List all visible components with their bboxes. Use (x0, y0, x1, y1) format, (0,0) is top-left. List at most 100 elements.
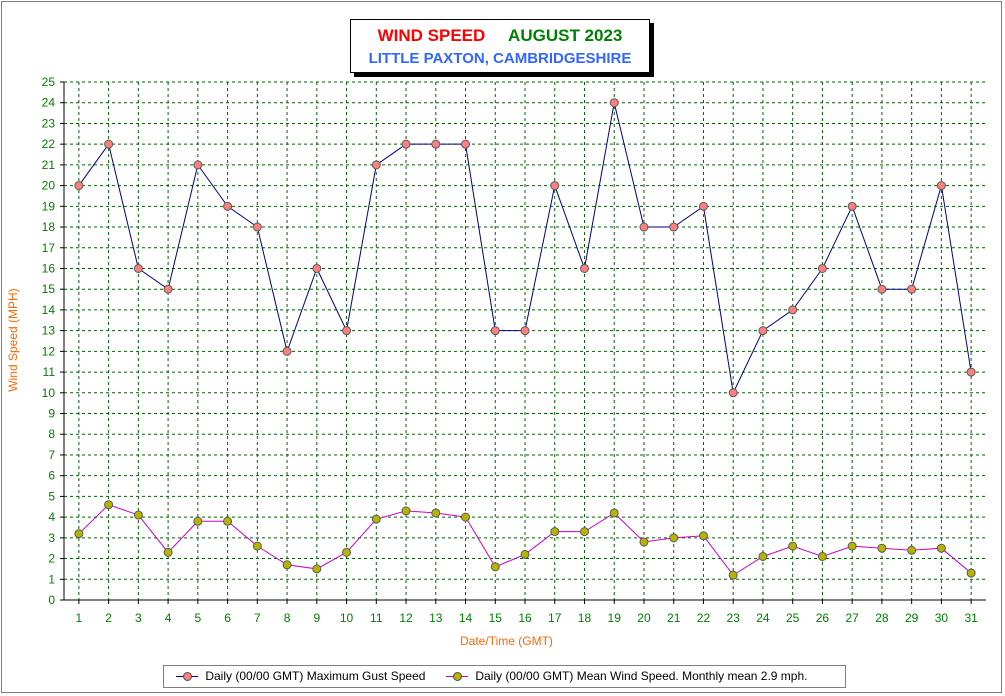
data-point-0 (728, 388, 738, 398)
data-point-0 (371, 160, 381, 170)
y-tick-label: 14 (42, 303, 56, 317)
x-tick-label: 31 (964, 611, 978, 625)
data-point-0 (520, 326, 530, 336)
x-tick-label: 24 (756, 611, 770, 625)
data-point-1 (282, 560, 292, 570)
data-point-1 (966, 568, 976, 578)
data-point-1 (133, 510, 143, 520)
data-point-1 (907, 545, 917, 555)
y-tick-label: 10 (42, 386, 56, 400)
x-axis-title: Date/Time (GMT) (460, 634, 553, 648)
y-tick-label: 24 (42, 96, 56, 110)
y-tick-label: 12 (42, 344, 56, 358)
legend-line-gust-icon (176, 672, 198, 682)
data-point-0 (163, 284, 173, 294)
data-point-1 (252, 541, 262, 551)
data-point-0 (966, 367, 976, 377)
x-tick-label: 2 (105, 611, 112, 625)
x-tick-label: 18 (578, 611, 592, 625)
data-point-0 (817, 263, 827, 273)
legend-item-gust: Daily (00/00 GMT) Maximum Gust Speed (176, 669, 425, 683)
x-tick-label: 11 (370, 611, 383, 625)
data-point-1 (817, 551, 827, 561)
data-point-1 (223, 516, 233, 526)
data-point-0 (669, 222, 679, 232)
data-point-0 (579, 263, 589, 273)
x-tick-label: 21 (667, 611, 681, 625)
y-tick-label: 16 (42, 261, 56, 275)
y-tick-label: 6 (48, 469, 55, 483)
data-point-0 (133, 263, 143, 273)
data-point-1 (461, 512, 471, 522)
data-point-0 (252, 222, 262, 232)
data-point-0 (223, 201, 233, 211)
data-point-1 (728, 570, 738, 580)
data-point-1 (609, 508, 619, 518)
data-point-1 (758, 551, 768, 561)
x-tick-label: 27 (845, 611, 859, 625)
y-tick-label: 5 (48, 489, 55, 503)
chart-subtitle: LITTLE PAXTON, CAMBRIDGESHIRE (368, 50, 632, 67)
y-tick-label: 11 (43, 365, 56, 379)
data-point-0 (758, 326, 768, 336)
x-tick-label: 25 (786, 611, 800, 625)
x-tick-label: 17 (548, 611, 562, 625)
legend-label-mean: Daily (00/00 GMT) Mean Wind Speed. Month… (475, 669, 808, 683)
data-point-1 (847, 541, 857, 551)
x-tick-label: 12 (399, 611, 413, 625)
y-tick-label: 20 (42, 179, 56, 193)
x-tick-label: 29 (905, 611, 919, 625)
x-tick-label: 16 (518, 611, 532, 625)
data-point-1 (639, 537, 649, 547)
title-box: WIND SPEED AUGUST 2023 LITTLE PAXTON, CA… (350, 19, 650, 73)
data-point-0 (936, 181, 946, 191)
data-point-1 (371, 514, 381, 524)
data-point-0 (609, 98, 619, 108)
data-point-0 (877, 284, 887, 294)
data-point-1 (936, 543, 946, 553)
y-tick-label: 21 (42, 158, 56, 172)
y-tick-label: 7 (48, 448, 55, 462)
data-point-1 (193, 516, 203, 526)
data-point-0 (282, 346, 292, 356)
x-tick-label: 6 (224, 611, 231, 625)
data-point-0 (74, 181, 84, 191)
x-tick-label: 30 (935, 611, 949, 625)
data-point-0 (907, 284, 917, 294)
data-point-1 (401, 506, 411, 516)
x-tick-label: 26 (816, 611, 830, 625)
y-tick-label: 2 (48, 552, 55, 566)
data-point-1 (669, 533, 679, 543)
data-point-1 (788, 541, 798, 551)
data-point-1 (312, 564, 322, 574)
data-point-0 (847, 201, 857, 211)
x-tick-label: 8 (284, 611, 291, 625)
data-point-0 (193, 160, 203, 170)
y-tick-label: 8 (48, 427, 55, 441)
legend-line-mean-icon (446, 672, 468, 682)
data-point-0 (550, 181, 560, 191)
y-tick-label: 1 (48, 572, 55, 586)
y-tick-label: 9 (48, 407, 55, 421)
data-point-0 (639, 222, 649, 232)
data-point-0 (461, 139, 471, 149)
data-point-0 (788, 305, 798, 315)
data-point-1 (74, 529, 84, 539)
legend-label-gust: Daily (00/00 GMT) Maximum Gust Speed (205, 669, 426, 683)
x-tick-label: 15 (489, 611, 503, 625)
data-point-0 (104, 139, 114, 149)
data-point-0 (312, 263, 322, 273)
x-tick-label: 20 (637, 611, 651, 625)
y-tick-label: 4 (48, 510, 55, 524)
data-point-1 (579, 527, 589, 537)
y-tick-label: 18 (42, 220, 56, 234)
y-tick-label: 23 (42, 116, 56, 130)
legend-item-mean: Daily (00/00 GMT) Mean Wind Speed. Month… (446, 669, 808, 683)
x-tick-label: 23 (727, 611, 741, 625)
x-tick-label: 1 (76, 611, 83, 625)
data-point-1 (342, 547, 352, 557)
y-axis-title: Wind Speed (MPH) (6, 288, 20, 392)
x-tick-label: 22 (697, 611, 711, 625)
data-point-1 (550, 527, 560, 537)
data-point-1 (490, 562, 500, 572)
